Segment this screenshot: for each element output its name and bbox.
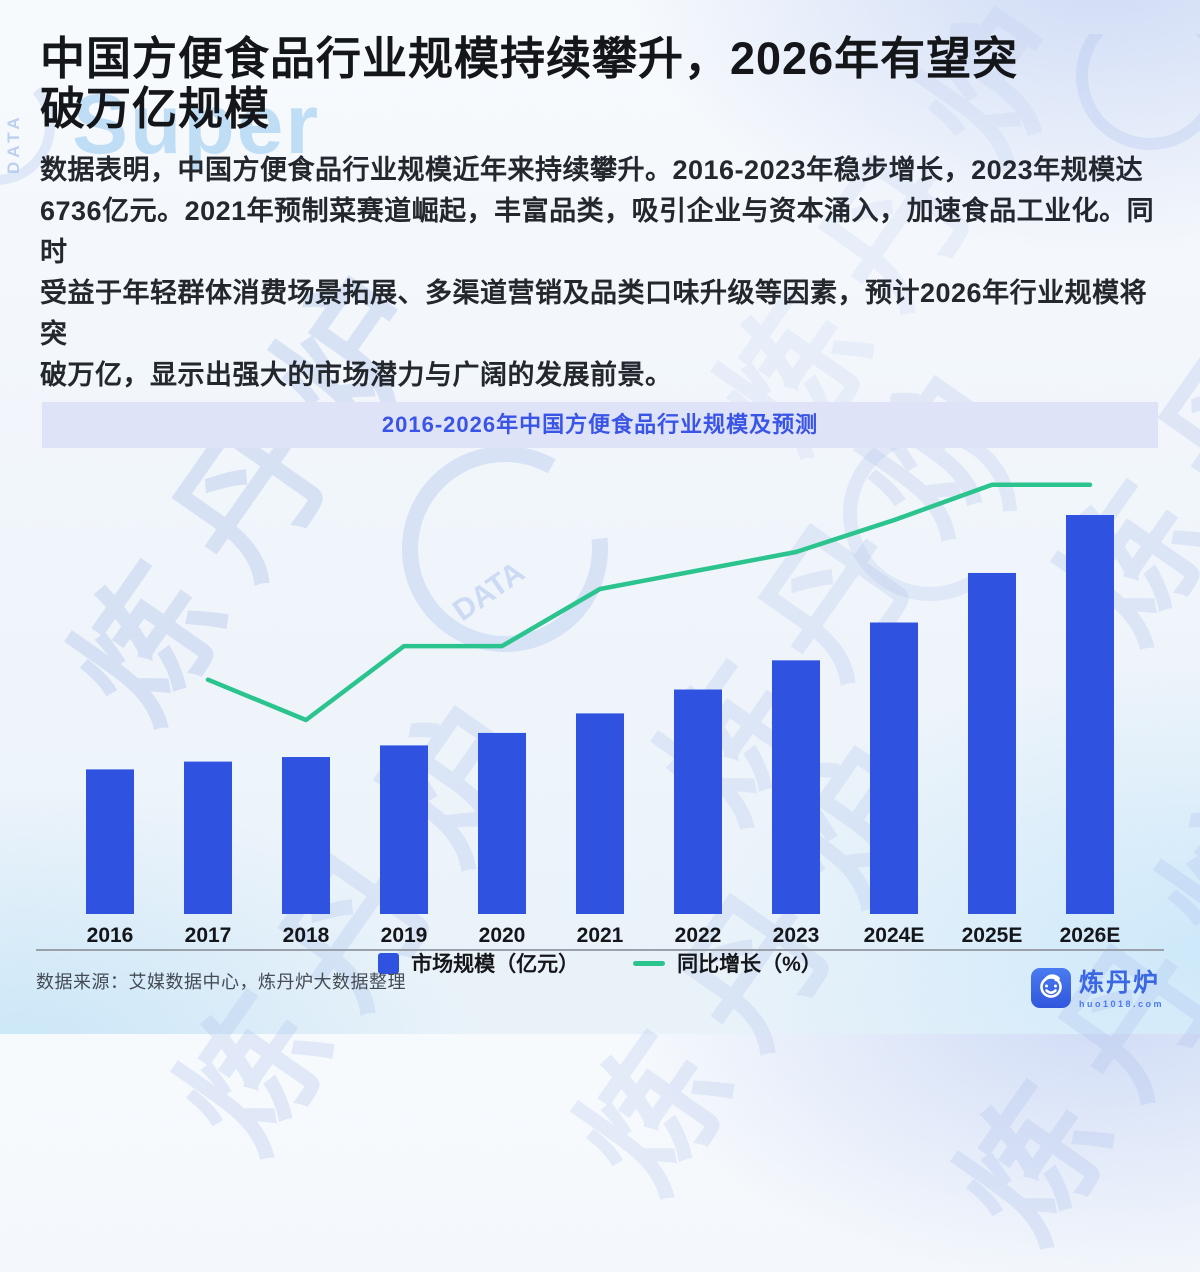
legend-bar-label: 市场规模（亿元） <box>411 953 580 976</box>
bar-2018 <box>282 757 330 914</box>
x-axis-label-2026E: 2026E <box>1060 924 1121 944</box>
chart-legend: 市场规模（亿元） 同比增长（%） <box>40 948 1160 978</box>
furnace-mascot-icon <box>1040 974 1062 998</box>
bar-2023 <box>772 660 820 914</box>
legend-line-label: 同比增长（%） <box>677 953 822 976</box>
brand-logo-icon <box>1030 968 1071 1008</box>
x-axis-label-2017: 2017 <box>185 924 232 944</box>
brand-name: 炼丹炉 <box>1078 969 1160 997</box>
bar-2021 <box>576 713 624 914</box>
x-axis-label-2018: 2018 <box>283 924 330 944</box>
growth-line <box>205 482 1093 723</box>
bar-2016 <box>86 769 134 914</box>
brand-logo: 炼丹炉 huo1018.com <box>1030 968 1164 1009</box>
bar-2019 <box>380 745 428 914</box>
page-title: 中国方便食品行业规模持续攀升，2026年有望突 破万亿规模 <box>40 33 1019 134</box>
line-swatch-icon <box>633 960 666 966</box>
x-axis-label-2023: 2023 <box>773 924 820 944</box>
bar-2025E <box>968 572 1016 914</box>
x-axis-label-2024E: 2024E <box>864 924 925 944</box>
market-size-chart: 2016 2017 2018 2019 2020 2021 2022 2023 2024E 202… <box>86 482 1121 944</box>
page-description: 数据表明，中国方便食品行业规模近年来持续攀升。2016-2023年稳步增长，20… <box>40 155 1155 390</box>
x-axis-label-2020: 2020 <box>479 924 526 944</box>
bar-swatch-icon <box>378 952 400 974</box>
brand-url: huo1018.com <box>1078 999 1164 1009</box>
chart-title: 2016-2026年中国方便食品行业规模及预测 <box>381 412 819 437</box>
data-source-note: 数据来源：艾媒数据中心，炼丹炉大数据整理 <box>36 972 406 992</box>
bar-2020 <box>478 732 526 914</box>
infographic: 中国方便食品行业规模持续攀升，2026年有望突 破万亿规模 数据表明，中国方便食… <box>0 34 1200 978</box>
x-axis-label-2022: 2022 <box>675 924 722 944</box>
bar-2026E <box>1066 515 1114 914</box>
chart-title-banner: 2016-2026年中国方便食品行业规模及预测 <box>42 402 1158 448</box>
x-axis-label-2016: 2016 <box>87 924 134 944</box>
bar-2017 <box>184 761 232 914</box>
bar-2022 <box>674 689 722 914</box>
x-axis-label-2025E: 2025E <box>962 924 1023 944</box>
legend-item-market-size: 市场规模（亿元） <box>378 948 579 978</box>
x-axis-label-2021: 2021 <box>577 924 624 944</box>
bar-2024E <box>870 622 918 914</box>
legend-item-growth: 同比增长（%） <box>633 948 822 978</box>
x-axis-label-2019: 2019 <box>381 924 428 944</box>
footer: 数据来源：艾媒数据中心，炼丹炉大数据整理 炼丹炉 huo1018.com <box>36 949 1164 1009</box>
